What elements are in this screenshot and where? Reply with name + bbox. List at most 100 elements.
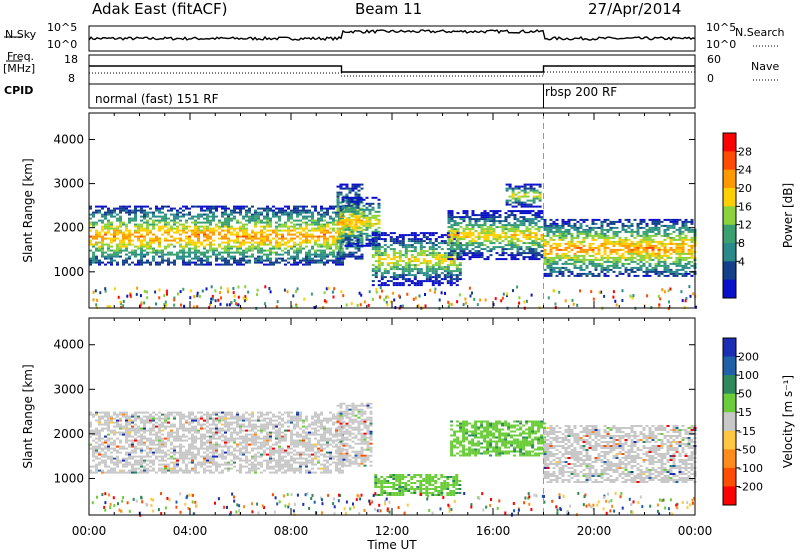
data-cell: [209, 247, 212, 250]
data-cell: [200, 259, 203, 262]
data-cell: [561, 224, 565, 227]
data-cell: [350, 228, 354, 231]
data-cell: [465, 232, 469, 235]
data-cell: [161, 459, 164, 462]
data-cell: [92, 259, 95, 262]
scatter-cell: [684, 299, 687, 303]
data-cell: [452, 248, 456, 251]
data-cell: [197, 227, 200, 230]
data-cell: [666, 242, 670, 245]
data-cell: [666, 266, 670, 269]
data-cell: [266, 225, 269, 228]
data-cell: [296, 255, 299, 258]
data-cell: [462, 244, 466, 247]
data-cell: [440, 278, 444, 281]
data-cell: [618, 258, 622, 261]
data-cell: [128, 423, 131, 426]
data-cell: [477, 214, 481, 217]
data-cell: [278, 229, 281, 232]
data-cell: [200, 261, 203, 264]
scatter-cell: [189, 289, 192, 293]
data-cell: [278, 247, 281, 250]
data-cell: [456, 244, 460, 247]
data-cell: [462, 248, 466, 251]
data-cell: [459, 246, 463, 249]
data-cell: [534, 256, 538, 259]
data-cell: [450, 252, 454, 255]
data-cell: [489, 234, 493, 237]
data-cell: [517, 201, 521, 204]
data-cell: [116, 425, 119, 428]
data-cell: [104, 471, 107, 474]
data-cell: [146, 219, 149, 222]
data-cell: [101, 423, 104, 426]
data-cell: [134, 235, 137, 238]
data-cell: [440, 236, 444, 239]
data-cell: [296, 205, 299, 208]
data-cell: [645, 266, 649, 269]
data-cell: [92, 447, 95, 450]
data-cell: [567, 240, 571, 243]
data-cell: [95, 257, 98, 260]
data-cell: [564, 242, 568, 245]
data-cell: [92, 215, 95, 218]
data-cell: [311, 257, 314, 260]
data-region: [543, 218, 697, 277]
data-cell: [456, 256, 460, 259]
data-cell: [360, 183, 364, 186]
data-cell: [452, 282, 456, 285]
data-cell: [287, 219, 290, 222]
data-cell: [260, 251, 263, 254]
data-cell: [269, 261, 272, 264]
data-cell: [182, 213, 185, 216]
data-cell: [122, 413, 125, 416]
data-cell: [197, 255, 200, 258]
data-cell: [113, 439, 116, 442]
data-cell: [546, 232, 550, 235]
data-cell: [458, 274, 462, 277]
data-cell: [339, 233, 343, 236]
data-cell: [416, 258, 420, 261]
data-cell: [660, 260, 664, 263]
data-cell: [681, 236, 685, 239]
data-cell: [543, 258, 547, 261]
data-cell: [266, 259, 269, 262]
data-cell: [507, 240, 511, 243]
data-cell: [227, 253, 230, 256]
data-cell: [342, 237, 346, 240]
data-cell: [342, 233, 346, 236]
scatter-cell: [356, 303, 359, 307]
data-cell: [125, 415, 128, 418]
scatter-cell: [240, 307, 243, 311]
scatter-cell: [323, 291, 326, 295]
data-cell: [254, 233, 257, 236]
data-cell: [398, 252, 402, 255]
data-cell: [520, 201, 524, 204]
data-cell: [341, 226, 345, 229]
data-cell: [143, 237, 146, 240]
data-cell: [651, 258, 655, 261]
data-cell: [245, 255, 248, 258]
data-cell: [140, 429, 143, 432]
data-cell: [529, 187, 533, 190]
data-cell: [455, 274, 459, 277]
data-cell: [431, 266, 435, 269]
data-cell: [489, 254, 493, 257]
colorbar-tick-label: 4: [738, 255, 745, 268]
data-cell: [348, 189, 352, 192]
data-cell: [164, 465, 167, 468]
data-cell: [687, 250, 691, 253]
data-cell: [609, 268, 613, 271]
data-cell: [549, 238, 553, 241]
data-cell: [188, 263, 191, 266]
data-cell: [508, 199, 512, 202]
data-cell: [251, 213, 254, 216]
beam-title: Beam 11: [355, 0, 423, 18]
data-cell: [245, 251, 248, 254]
data-cell: [338, 261, 341, 264]
data-cell: [257, 257, 260, 260]
data-cell: [690, 220, 694, 223]
data-cell: [374, 210, 378, 213]
data-cell: [326, 231, 329, 234]
scatter-cell: [129, 293, 132, 297]
